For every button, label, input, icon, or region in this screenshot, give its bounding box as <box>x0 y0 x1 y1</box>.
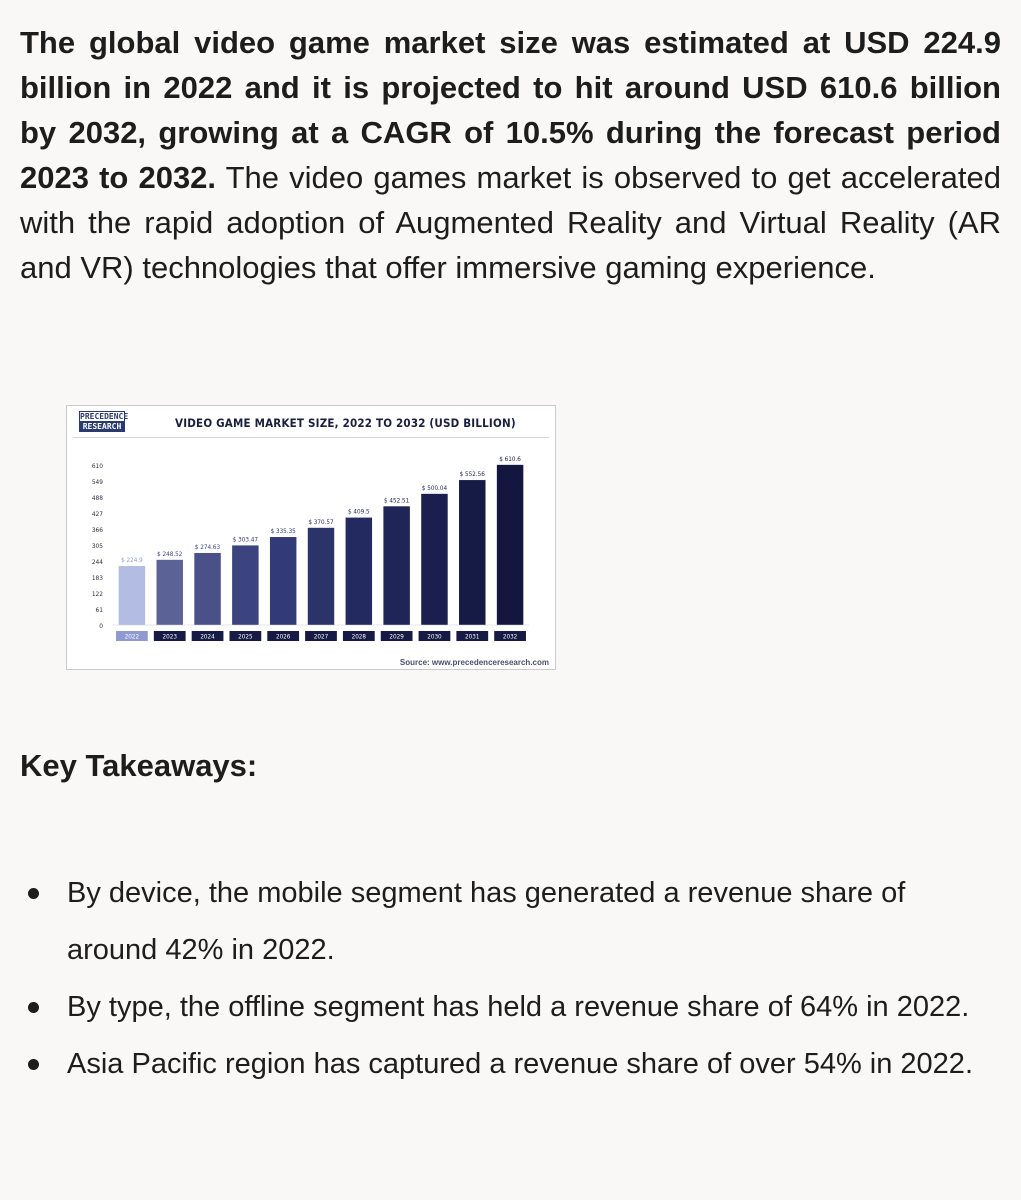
x-tick-label: 2029 <box>389 634 404 641</box>
x-tick-label: 2028 <box>352 634 367 641</box>
y-tick-label: 549 <box>92 478 103 486</box>
bullet-icon <box>28 888 39 899</box>
y-tick-label: 610 <box>92 462 103 470</box>
takeaway-text: By type, the offline segment has held a … <box>67 991 970 1023</box>
logo-line-1: PRECEDENCE <box>79 411 129 421</box>
x-category-box <box>494 631 526 641</box>
bar-value-label: $ 224.9 <box>121 557 143 564</box>
bar-value-label: $ 274.63 <box>195 544 221 551</box>
precedence-research-logo: PRECEDENCE RESEARCH <box>79 411 129 432</box>
takeaway-item: By device, the mobile segment has genera… <box>20 865 980 979</box>
bar <box>194 552 221 625</box>
x-tick-label: 2022 <box>125 634 140 641</box>
x-category-box <box>153 631 186 641</box>
x-category-box <box>229 631 262 641</box>
logo-line-2: RESEARCH <box>79 421 125 432</box>
x-category-box <box>116 631 148 641</box>
bar <box>118 566 146 625</box>
y-tick-label: 183 <box>92 574 103 582</box>
title-divider <box>73 437 549 438</box>
market-size-chart: PRECEDENCE RESEARCH VIDEO GAME MARKET SI… <box>66 405 556 670</box>
y-tick-label: 61 <box>96 606 104 614</box>
x-category-box <box>418 631 451 641</box>
bar-value-label: $ 610.6 <box>499 456 521 463</box>
y-tick-label: 0 <box>99 622 103 630</box>
y-tick-label: 488 <box>92 494 103 502</box>
x-tick-label: 2030 <box>427 634 442 641</box>
bar <box>383 506 410 625</box>
bar <box>232 545 259 625</box>
x-category-box <box>305 631 337 641</box>
x-tick-label: 2024 <box>200 634 215 641</box>
x-category-box <box>191 631 224 641</box>
bar <box>307 527 335 625</box>
bar-chart-plot: 0 61 122 183 244 305 366 427 488 549 610 $ 224.9 202… <box>92 456 529 641</box>
bar-value-label: $ 370.57 <box>308 519 334 526</box>
bullet-icon <box>28 1059 39 1070</box>
x-tick-label: 2032 <box>503 634 518 641</box>
x-tick-label: 2031 <box>465 634 480 641</box>
x-tick-label: 2023 <box>163 634 178 641</box>
takeaway-text: Asia Pacific region has captured a reven… <box>67 1048 973 1080</box>
x-tick-label: 2027 <box>314 634 329 641</box>
y-tick-label: 122 <box>92 590 103 598</box>
y-tick-label: 366 <box>92 526 103 534</box>
bar-value-label: $ 500.04 <box>422 485 448 492</box>
bar <box>345 517 373 625</box>
x-tick-label: 2026 <box>276 634 291 641</box>
bar <box>269 537 297 625</box>
bar <box>459 480 486 625</box>
x-category-box <box>456 631 489 641</box>
takeaway-item: By type, the offline segment has held a … <box>20 979 980 1036</box>
bar-value-label: $ 452.51 <box>384 497 410 504</box>
bar <box>156 559 183 625</box>
x-category-box <box>342 631 375 641</box>
y-tick-label: 244 <box>92 558 103 566</box>
key-takeaways-list: By device, the mobile segment has genera… <box>20 865 980 1093</box>
y-tick-label: 427 <box>92 510 103 518</box>
chart-title: VIDEO GAME MARKET SIZE, 2022 TO 2032 (US… <box>175 416 516 430</box>
takeaway-item: Asia Pacific region has captured a reven… <box>20 1036 980 1093</box>
bar <box>421 493 448 625</box>
intro-normal-text: The video games market is observed to ge… <box>20 160 1001 285</box>
chart-source: Source: www.precedenceresearch.com <box>399 658 549 667</box>
bar-value-label: $ 335.35 <box>271 528 297 535</box>
bar-value-label: $ 552.56 <box>460 471 486 478</box>
intro-bold-text: The global video game market size was es… <box>20 25 1001 195</box>
bar-value-label: $ 248.52 <box>157 551 183 558</box>
x-category-box <box>267 631 300 641</box>
key-takeaways-heading: Key Takeaways: <box>20 748 258 783</box>
bar-value-label: $ 409.5 <box>348 509 370 516</box>
bullet-icon <box>28 1002 39 1013</box>
x-category-box <box>380 631 413 641</box>
bar-value-label: $ 303.47 <box>233 536 259 543</box>
bar <box>496 464 524 625</box>
y-tick-label: 305 <box>92 542 103 550</box>
x-tick-label: 2025 <box>238 634 253 641</box>
intro-paragraph: The global video game market size was es… <box>20 20 1001 290</box>
takeaway-text: By device, the mobile segment has genera… <box>67 877 906 966</box>
